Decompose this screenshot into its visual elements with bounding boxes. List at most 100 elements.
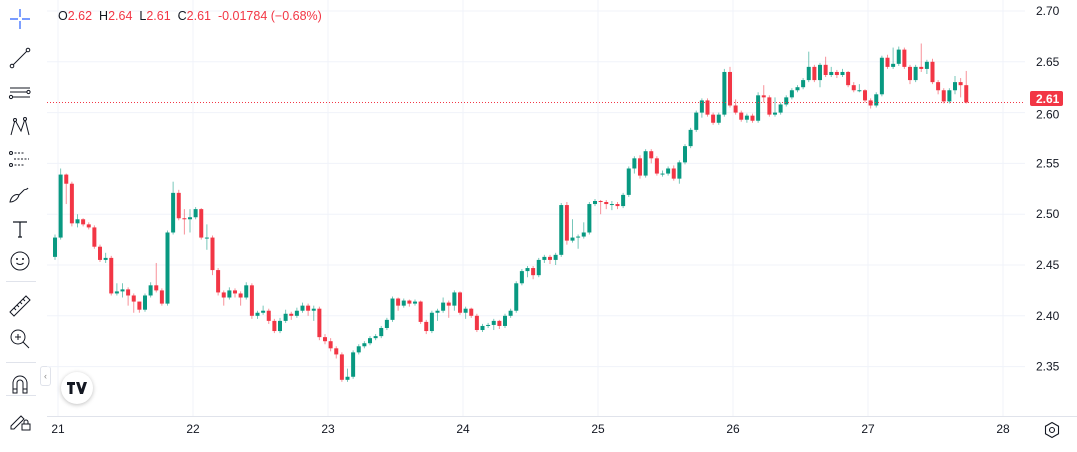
time-tick-label: 27 [861,422,875,436]
collapse-toolbar-button[interactable]: ‹ [40,366,51,386]
candle-body [638,158,642,176]
candle-body [339,354,344,380]
candle-body [294,310,299,316]
candle-body [441,302,446,311]
candle-body [559,205,564,255]
candle-body [69,183,74,224]
candle-body [238,293,243,298]
candle-body [463,308,468,313]
candle-body [486,324,491,326]
candle-body [334,348,339,355]
candle-body [216,270,221,293]
tool-fib-projection[interactable] [6,146,34,174]
candle-body [92,227,97,247]
candle-body [165,232,170,304]
fib-projection-icon [9,151,29,167]
candle-body [525,268,530,272]
candle-body [941,90,946,102]
candle-body [964,85,969,103]
candle-body [564,205,569,241]
candle-body [261,310,266,313]
trend-line-icon [9,47,31,69]
tool-ruler[interactable] [6,292,34,320]
price-tick-label: 2.50 [1036,207,1060,221]
candle-body [379,327,384,337]
candle-body [570,237,575,241]
candle-body [879,57,884,95]
candle-body [154,285,159,291]
candle-body [789,90,794,98]
candle-body [531,268,536,276]
candle-body [58,174,63,238]
candle-body [227,290,232,298]
candle-body [874,94,879,106]
candle-body [64,174,69,184]
tool-magnet[interactable] [6,370,34,398]
time-tick-label: 22 [186,422,200,436]
candle-body [266,310,271,321]
candle-body [120,289,125,292]
candle-body [699,100,704,113]
tool-crosshair[interactable] [6,5,34,33]
candle-body [829,71,834,76]
candle-body [756,95,761,121]
xabcd-pattern-icon [10,117,30,136]
high-label: H [99,9,109,23]
candle-body [576,236,581,238]
candle-body [109,257,114,294]
candle-body [671,168,676,179]
candle-body [553,254,558,260]
candle-body [249,285,254,316]
candle-body [474,315,479,331]
candle-body [81,219,86,225]
last-price-badge [1030,90,1063,106]
candle-body [424,321,429,332]
candle-body [356,346,361,353]
candle-body [728,71,732,106]
price-tick-label: 2.65 [1036,55,1060,69]
candle-body [114,291,119,294]
tool-xabcd-pattern[interactable] [6,113,34,141]
candle-body [677,162,682,179]
last-price-label: 2.61 [1036,92,1060,106]
candle-body [542,256,547,260]
candle-body [289,313,294,316]
brush-icon [9,187,29,203]
ohlc-legend: O2.62 H2.64 L2.61 C2.61 -0.01784 (−0.68%… [58,9,322,23]
open-label: O [58,9,68,23]
candle-body [823,64,828,76]
candle-body [458,292,462,313]
price-tick-label: 2.35 [1036,360,1060,374]
candle-body [328,341,333,349]
candle-body [688,129,693,147]
tradingview-logo[interactable] [61,372,93,404]
candle-body [896,49,901,64]
candle-body [188,217,192,220]
tool-horizontal-lines[interactable] [6,79,34,107]
tool-lock-drawing[interactable] [6,405,34,433]
candle-body [666,168,671,174]
candle-body [806,66,811,81]
tool-emoji[interactable] [6,247,34,275]
time-tick-label: 26 [726,422,740,436]
candle-body [368,338,372,344]
candle-body [306,305,311,311]
candle-body [885,57,890,67]
candle-body [598,200,603,203]
candle-body [148,285,153,296]
chart-settings-icon[interactable] [1043,421,1061,439]
magnet-icon [12,375,28,394]
candle-body [480,325,485,331]
candle-body [621,194,626,207]
tool-brush[interactable] [6,181,34,209]
candle-body [581,232,586,237]
time-tick-label: 28 [996,422,1010,436]
tool-trend-line[interactable] [6,44,34,72]
tool-zoom-in[interactable] [6,325,34,353]
candle-body [159,290,164,304]
candle-body [418,301,423,322]
candle-body [143,295,147,310]
toolbar-divider [6,362,36,363]
tool-text[interactable] [6,215,34,243]
